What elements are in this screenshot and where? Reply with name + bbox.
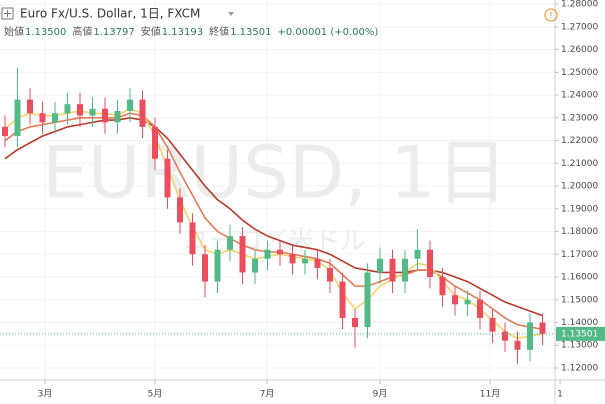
candle-body (489, 317, 496, 332)
x-tick-label: 1 (557, 390, 563, 400)
y-tick-label: 1.12000 (561, 363, 598, 373)
candle-body (39, 113, 46, 123)
candle-body (477, 299, 483, 318)
y-tick-label: 1.18000 (561, 227, 598, 237)
candle-body (289, 254, 296, 264)
candle-body (464, 299, 471, 305)
moving-average (4, 116, 543, 317)
candle-body (427, 249, 433, 278)
candle-body (89, 108, 96, 116)
alert-mark: ! (549, 11, 553, 21)
last-price-label: 1.13501 (561, 329, 598, 339)
y-tick-label: 1.16000 (561, 273, 598, 283)
change: +0.00001 (+0.00%) (277, 27, 378, 38)
candle-body (14, 99, 21, 137)
y-tick-label: 1.28000 (561, 0, 598, 10)
candle-body (277, 249, 283, 255)
candle-body (377, 258, 383, 273)
y-tick-label: 1.21000 (561, 159, 598, 169)
y-tick-label: 1.26000 (561, 45, 598, 55)
moving-average (4, 112, 543, 331)
candle-body (502, 331, 508, 341)
candle-body (214, 249, 221, 282)
x-tick-label: 11月 (480, 389, 500, 400)
y-tick-label: 1.13000 (561, 341, 598, 351)
candle-body (227, 236, 233, 250)
y-tick-label: 1.14000 (561, 318, 598, 328)
candle-body (414, 249, 421, 259)
stat-label: 始値 (4, 25, 24, 38)
y-tick-label: 1.23000 (561, 113, 598, 123)
stat-label: 安値 (141, 25, 161, 38)
candle-body (264, 249, 271, 259)
candle-body (452, 295, 458, 305)
x-tick-label: 7月 (260, 389, 275, 400)
stat-value: 1.13193 (162, 27, 203, 38)
candle-body (114, 110, 121, 123)
y-tick-label: 1.19000 (561, 204, 598, 214)
stat-label: 終値 (209, 25, 229, 38)
candle-body (327, 267, 333, 282)
plot (0, 67, 555, 364)
candle-body (52, 113, 58, 123)
axes: 1.12000 1.13000 1.14000 1.15000 1.16000 1.170… (38, 0, 605, 400)
y-tick-label: 1.27000 (561, 22, 598, 32)
grid (0, 0, 555, 380)
y-tick-label: 1.20000 (561, 182, 598, 192)
candle-body (539, 322, 546, 334)
candle-body (2, 126, 8, 137)
stat-value: 1.13500 (25, 27, 66, 38)
candle-body (202, 254, 208, 282)
candle-body (239, 236, 246, 273)
candle-body (252, 258, 258, 273)
candle-body (339, 281, 346, 318)
y-tick-label: 1.24000 (561, 91, 598, 101)
stat-value: 1.13501 (230, 27, 271, 38)
candle-body (402, 258, 408, 282)
dropdown-arrow[interactable] (228, 12, 234, 16)
y-tick-label: 1.22000 (561, 136, 598, 146)
candle-body (189, 222, 196, 255)
candle-body (102, 108, 108, 123)
last-price-box (556, 326, 605, 341)
y-tick-label: 1.17000 (561, 250, 598, 260)
stat-value: 1.13797 (93, 27, 134, 38)
alert-icon[interactable] (544, 8, 558, 22)
candle-body (389, 258, 396, 282)
candle-body (127, 99, 133, 111)
candle-body (514, 340, 521, 350)
candle-body (314, 258, 321, 268)
candle-body (527, 322, 533, 350)
candle-body (352, 317, 358, 328)
candle-body (164, 158, 171, 198)
candle-body (77, 104, 83, 116)
watermark: EURUSD, 1日 (42, 131, 508, 215)
x-tick-label: 9月 (373, 389, 388, 400)
candle-body (439, 277, 446, 296)
y-tick-label: 1.15000 (561, 295, 598, 305)
candle-body (302, 258, 308, 264)
stat-label: 高値 (72, 25, 92, 38)
candle-body (64, 104, 71, 114)
x-tick-label: 5月 (148, 389, 163, 400)
candle-body (139, 99, 146, 127)
y-tick-label: 1.25000 (561, 68, 598, 78)
collapse-icon[interactable] (1, 7, 14, 20)
candle-body (364, 272, 371, 328)
candle-body (27, 99, 33, 114)
chart-title: Euro Fx/U.S. Dollar, 1日, FXCM (20, 7, 200, 21)
candle-body (152, 126, 158, 159)
candle-body (177, 197, 183, 223)
x-tick-label: 3月 (38, 389, 53, 400)
stats: 始値 1.13500 高値 1.13797 安値 1.13193 終値 1.13501 +0.0… (4, 25, 378, 38)
